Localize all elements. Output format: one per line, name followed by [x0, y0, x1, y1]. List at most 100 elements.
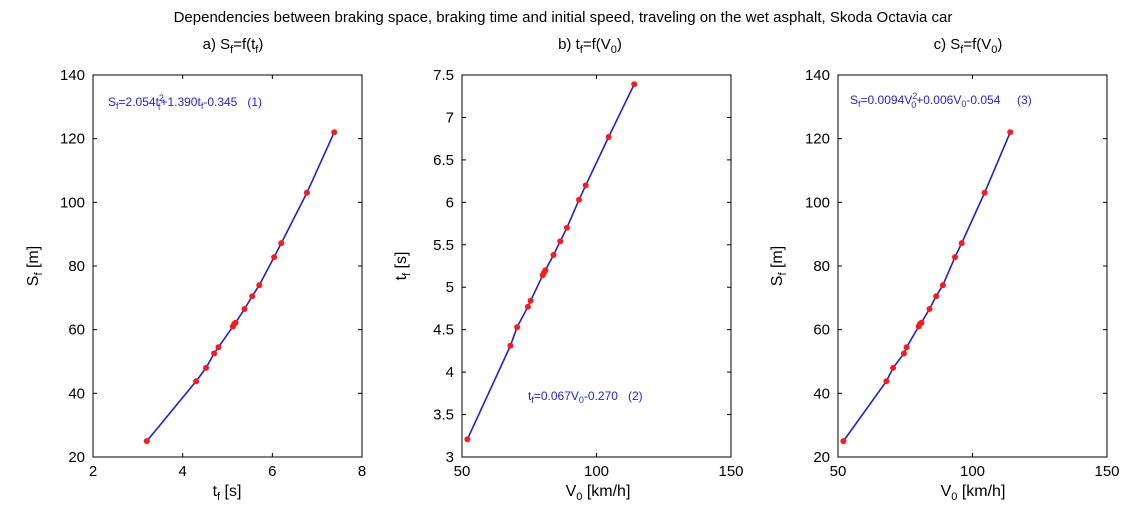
panel-b-eq-part: -0.270 (2): [584, 389, 643, 403]
panel-b-title-suffix: ): [617, 36, 622, 53]
panel-a-eq-part: +1.390t: [160, 95, 201, 109]
panel-c-title-mid: =f(V: [963, 36, 991, 53]
panel-b-ylabel-sub: f: [401, 272, 413, 276]
panel-c-data-point: [883, 378, 890, 385]
panel-c-data-point: [918, 319, 925, 326]
panel-c-eq-part: =0.0094V: [861, 93, 913, 107]
panel-c-eq-part: 2: [912, 91, 917, 101]
panel-a-ticks: 2 4 6 8 20 40 60 80 100 120 140: [60, 67, 366, 480]
panel-a-title-prefix: a) S: [203, 36, 231, 53]
panel-a-ylabel-rest: [m]: [25, 246, 42, 273]
panel-b-data-point: [605, 134, 612, 140]
panel-b-ylabel-rest: [s]: [393, 252, 410, 273]
panel-b-series: [464, 81, 638, 443]
panel-a-xlabel-base: t: [213, 483, 218, 500]
panel-c-eq-part: S: [850, 93, 858, 107]
panel-c-data-point: [926, 306, 933, 312]
panel-c-eq-part: f: [858, 99, 861, 109]
panel-c-frame: [837, 74, 1108, 458]
panel-a-xtick-label: 4: [178, 463, 186, 480]
panel-a-ylabel-sub: f: [33, 272, 45, 276]
panel-c-ytick-label: 60: [813, 322, 830, 339]
panel-c-eq-part: +0.006V: [916, 93, 961, 107]
panel-a-data-point: [232, 319, 239, 326]
panel-c-data-point: [933, 293, 940, 300]
figure-suptitle: Dependencies between braking space, brak…: [174, 9, 953, 26]
panel-b-data-point: [582, 182, 589, 189]
panel-a-ytick-label: 60: [68, 322, 85, 339]
panel-a-ytick-label: 140: [60, 67, 85, 84]
panel-b-title-mid: =f(V: [583, 36, 611, 53]
panel-b-data-point: [514, 324, 521, 331]
panel-a-title: a) Sf=f(tf): [203, 36, 264, 56]
panel-b-title-prefix: b) t: [558, 36, 581, 53]
panel-c-ytick-label: 120: [805, 131, 830, 148]
panel-c-xtick-label: 50: [830, 463, 847, 480]
panel-c-xlabel-sub: 0: [951, 491, 957, 503]
panel-c-ytick-label: 20: [813, 449, 830, 466]
panel-b-ytick-label: 5: [446, 279, 454, 296]
panel-a-data-point: [193, 378, 200, 385]
panel-c-ytick-label: 140: [805, 67, 830, 84]
panel-b-xtick-label: 100: [584, 463, 609, 480]
panel-b-ytick-label: 5.5: [433, 237, 454, 254]
panel-a-title-suffix: ): [258, 36, 263, 53]
panel-c-data-point: [981, 189, 988, 196]
panel-a-data-point: [203, 364, 209, 371]
panel-b-data-point: [550, 252, 557, 258]
panel-a-xlabel: tf [s]: [213, 483, 242, 503]
panel-b-ticks: 50 100 150 3 3.5 4 4.5 5 5.5 6 6.5 7 7.5: [433, 67, 743, 480]
panel-b-ylabel: tf [s]: [393, 252, 413, 281]
panel-c-series: [840, 129, 1014, 445]
panel-a-series: [143, 129, 338, 445]
panel-a-eq-part: f: [116, 101, 119, 111]
panel-b-ytick-label: 6: [446, 194, 454, 211]
panel-a-ylabel-base: S: [25, 276, 42, 287]
panel-b-eq-part: f: [531, 395, 534, 405]
panel-c-data-point: [903, 344, 910, 351]
panel-b-title-sub1: f: [580, 44, 584, 56]
panel-b-data-point: [464, 436, 471, 443]
panel-b-ytick-label: 7.5: [433, 67, 454, 84]
panel-a-xtick-label: 6: [268, 463, 276, 480]
panel-a-eq-part: 2: [159, 93, 164, 103]
panel-a-data-point: [271, 254, 278, 261]
panel-c-data-point: [890, 364, 897, 371]
panel-a-title-mid: =f(t: [233, 36, 256, 53]
panel-b-ytick-label: 3: [446, 449, 454, 466]
panel-a-xtick-label: 2: [89, 463, 97, 480]
panel-a-eq-part: =2.054t: [119, 95, 160, 109]
panel-c-title-sub2: 0: [991, 44, 997, 56]
panel-b: b) tf=f(V0) 50 100 15033.544.555.566.577.5…: [393, 36, 744, 503]
panel-b-xlabel-base: V: [566, 483, 577, 500]
panel-c-ytick-label: 80: [813, 258, 830, 275]
panel-b-data-point: [576, 196, 582, 203]
panel-b-data-point: [557, 238, 564, 245]
panel-a-ytick-label: 100: [60, 194, 85, 211]
panel-c-eq-part: 0: [961, 99, 966, 109]
panel-b-xlabel-sub: 0: [576, 491, 582, 503]
panel-c-equation: Sf=0.0094V2 0+0.006V0-0.054 (3): [850, 91, 1032, 110]
panel-a-xlabel-sub: f: [217, 491, 221, 503]
panel-a-ytick-label: 120: [60, 131, 85, 148]
panel-c-xlabel: V0 [km/h]: [941, 483, 1006, 503]
panel-b-eq-part: 0: [579, 395, 584, 405]
panel-b-data-point: [563, 224, 570, 231]
panel-c-xtick-label: 100: [960, 463, 985, 480]
panel-b-frame: [461, 74, 732, 458]
panel-c-ylabel-rest: [m]: [769, 246, 786, 273]
panel-b-ytick-label: 6.5: [433, 152, 454, 169]
panel-a-title-sub1: f: [230, 44, 234, 56]
panel-b-equation: tf=0.067V0-0.270 (2): [528, 389, 643, 405]
panel-a-ylabel: Sf [m]: [25, 246, 45, 286]
panel-b-ytick-label: 4: [446, 364, 454, 381]
panel-b-data-point: [507, 342, 514, 349]
panel-c-title: c) Sf=f(V0): [934, 36, 1003, 56]
panel-c-ytick-label: 40: [813, 385, 830, 402]
panel-c-xtick-label: 150: [1094, 463, 1119, 480]
panel-b-ytick-label: 4.5: [433, 322, 454, 339]
panel-c-ylabel-sub: f: [777, 272, 789, 276]
